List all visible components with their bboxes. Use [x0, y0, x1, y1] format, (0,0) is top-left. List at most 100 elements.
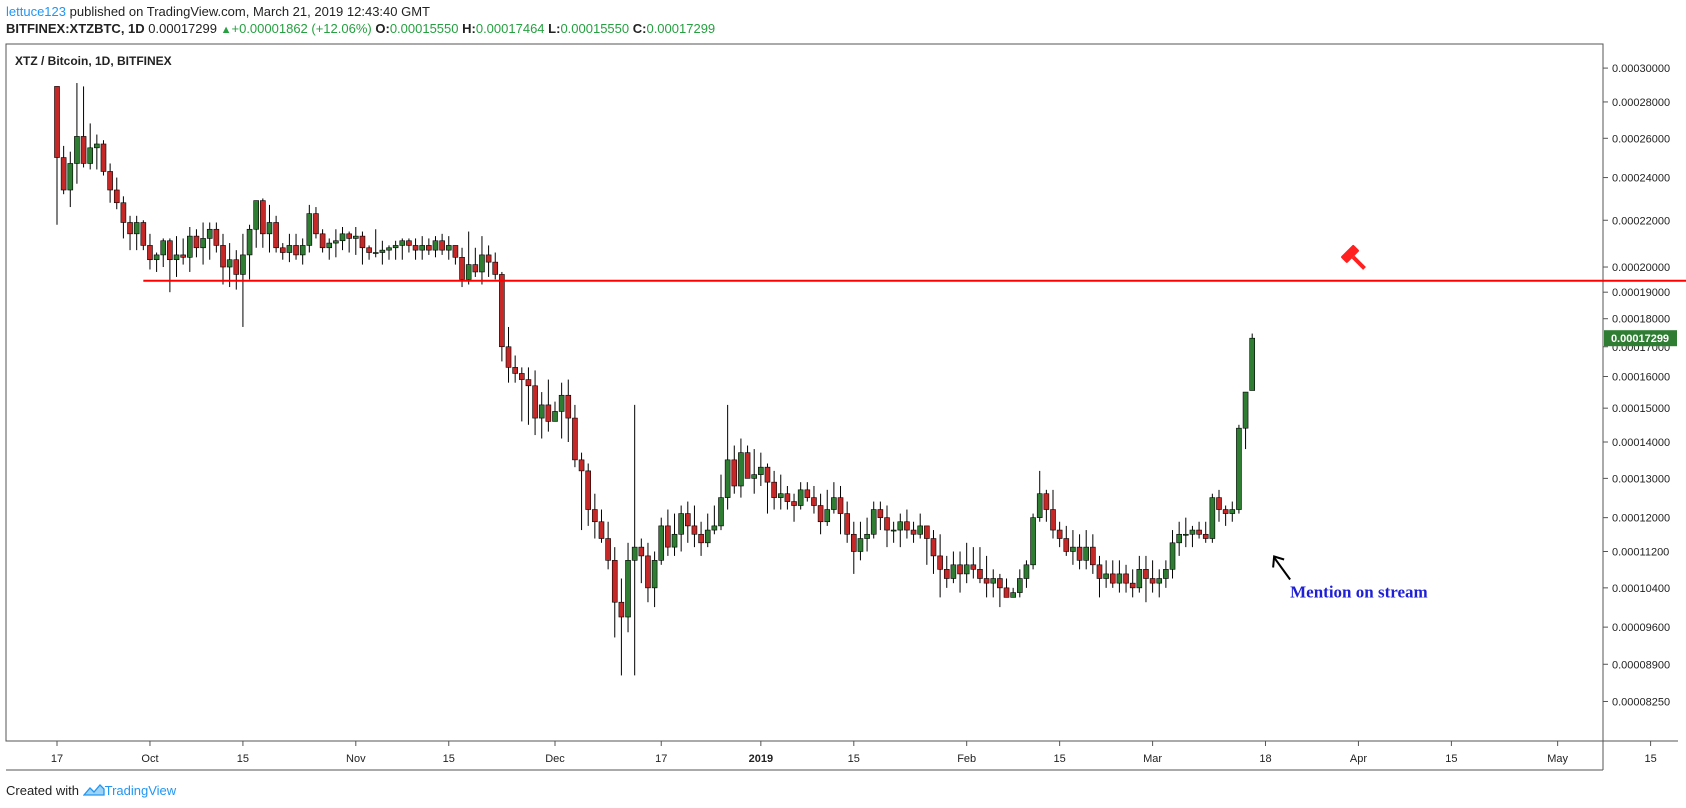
candle [930, 530, 937, 574]
candle-body-up [917, 525, 924, 535]
price-tick-label: 0.00008900 [1612, 659, 1670, 671]
candle [731, 445, 738, 494]
candle [625, 542, 631, 633]
candle-body-down [80, 136, 87, 164]
price-tick-label: 0.00020000 [1612, 262, 1670, 274]
author-link[interactable]: lettuce123 [6, 4, 66, 19]
candle [983, 555, 990, 598]
candle-body-down [1143, 569, 1149, 579]
candle-body-up [74, 136, 80, 164]
candle [897, 513, 904, 548]
candle [293, 233, 299, 260]
candle-body-down [937, 555, 943, 570]
candle-body-up [671, 533, 678, 548]
candle [193, 229, 200, 258]
candle-body-up [777, 493, 784, 498]
candle-body-up [1136, 569, 1143, 589]
candle-body-up [1036, 493, 1043, 518]
candle [764, 463, 771, 514]
candle-body-up [1010, 592, 1016, 598]
candle-body-down [273, 222, 279, 249]
candle [1163, 560, 1169, 588]
candle [220, 233, 226, 285]
time-tick-label: Dec [545, 753, 565, 765]
candle-body-up [352, 235, 359, 239]
candle [1222, 505, 1229, 526]
candle [631, 404, 638, 676]
candle [611, 547, 618, 638]
candle [160, 238, 167, 268]
candle [804, 482, 811, 502]
candle-body-down [452, 245, 459, 258]
candle [1183, 517, 1189, 548]
candle-body-down [665, 525, 671, 548]
candle-body-down [943, 569, 950, 579]
candle-body-up [445, 245, 452, 251]
candle-body-up [1103, 573, 1109, 579]
candle [864, 517, 870, 552]
price-tick-label: 0.00015000 [1612, 403, 1670, 415]
candle [850, 521, 857, 574]
candle-body-down [406, 240, 412, 246]
candle-body-up [758, 466, 764, 475]
candle-body-down [107, 171, 113, 191]
candle [352, 226, 359, 255]
candle-body-down [319, 233, 326, 249]
candle-body-up [226, 259, 233, 268]
low-label: L: [548, 21, 561, 36]
candle [605, 521, 611, 570]
candle [233, 250, 240, 290]
candle [485, 245, 492, 277]
candle [392, 240, 399, 260]
candle [1023, 560, 1030, 588]
candle-body-up [1023, 564, 1030, 579]
candle-body-down [611, 560, 618, 603]
candle [684, 501, 691, 543]
candle-body-down [957, 564, 963, 575]
tradingview-link[interactable]: TradingView [104, 783, 177, 798]
candle-body-up [631, 546, 638, 561]
candle-body-down [426, 245, 432, 251]
candle-body-down [1003, 587, 1010, 598]
candle-body-up [870, 509, 877, 535]
annotation: Mention on stream [1272, 555, 1428, 601]
candle-body-down [525, 379, 532, 387]
candle-body-down [1222, 509, 1229, 514]
candle-body-down [412, 245, 419, 251]
candle [1176, 521, 1182, 556]
candle [167, 238, 173, 293]
candle-body-down [771, 481, 777, 498]
candle [1076, 534, 1083, 570]
candle [618, 578, 625, 676]
time-tick-label: 17 [51, 753, 63, 765]
up-arrow-icon: ▲ [220, 24, 232, 36]
candle [273, 215, 279, 253]
price-tick-label: 0.00018000 [1612, 314, 1670, 326]
candle [1070, 530, 1076, 565]
candle [127, 215, 133, 251]
time-tick-label: 15 [1644, 753, 1656, 765]
candle-body-down [485, 254, 492, 263]
candle [1229, 501, 1236, 522]
footer: Created with TradingView [6, 783, 176, 798]
candle-body-up [724, 459, 731, 498]
candle-body-down [605, 538, 611, 561]
time-tick-label: 15 [443, 753, 455, 765]
candle-body-down [1202, 533, 1209, 539]
candle [339, 226, 346, 251]
candle-body-up [1229, 509, 1236, 514]
candle [558, 382, 565, 439]
symbol-label: BITFINEX:XTZBTC, 1D [6, 21, 145, 36]
candle [187, 226, 193, 272]
candle-body-up [711, 525, 718, 531]
candle-body-down [545, 404, 552, 422]
candle-body-down [598, 521, 605, 539]
candle [1050, 489, 1056, 539]
candle [1090, 534, 1096, 574]
price-tick-label: 0.00030000 [1612, 63, 1670, 75]
candle [1202, 521, 1209, 543]
candle-body-down [1076, 546, 1083, 561]
candle-body-up [1242, 391, 1249, 429]
candle [299, 238, 306, 265]
